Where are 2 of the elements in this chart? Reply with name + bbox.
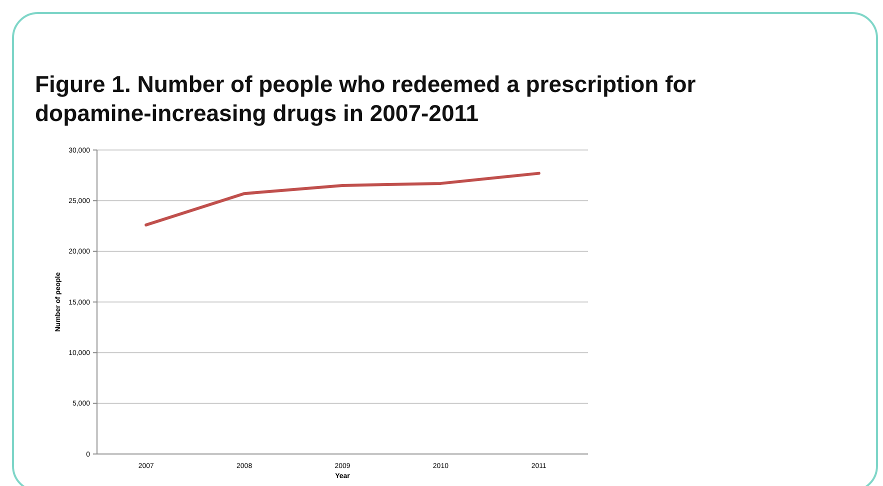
chart-title: Figure 1. Number of people who redeemed a prescription for dopamine-increasing drugs in 2007-2011 xyxy=(35,70,697,128)
line-series xyxy=(144,172,540,226)
